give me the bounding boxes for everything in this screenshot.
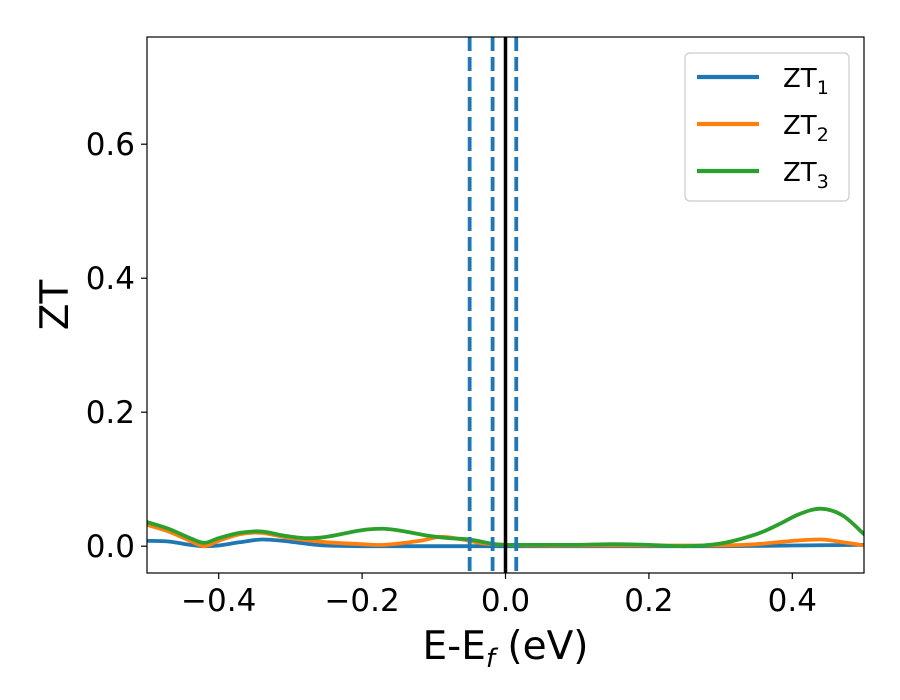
x-axis-label-unit: (eV) [495,624,589,669]
y-axis-label: ZT [33,280,78,331]
x-tick-label: 0.2 [624,583,673,619]
x-tick-label: 0.0 [481,583,530,619]
x-tick-label: −0.2 [324,583,399,619]
y-tick-label: 0.6 [86,127,135,163]
series-line-3 [147,506,864,549]
legend: ZT1 ZT2 ZT3 [684,52,850,202]
legend-label-2: ZT2 [783,111,829,146]
y-tick-label: 0.2 [86,395,135,431]
y-tick-label: 0.0 [86,529,135,565]
legend-label-3: ZT3 [783,158,829,193]
legend-box [684,52,850,202]
plot-area [147,37,864,573]
x-axis: −0.4 −0.2 0.0 0.2 0.4 [181,573,817,619]
x-tick-label: 0.4 [768,583,817,619]
x-tick-label: −0.4 [181,583,256,619]
legend-label-1: ZT1 [783,64,829,99]
y-axis: 0.0 0.2 0.4 0.6 [86,127,147,565]
x-axis-label: E-Ef (eV) [422,624,588,674]
x-axis-label-main: E-E [422,624,485,669]
y-tick-label: 0.4 [86,261,135,297]
